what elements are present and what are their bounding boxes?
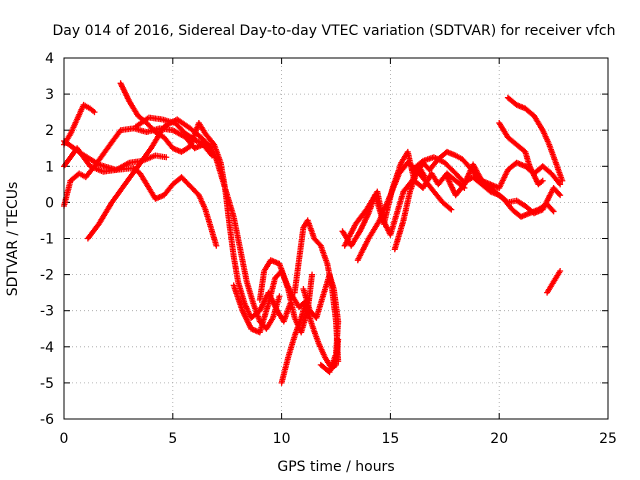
x-tick-labels: 0 5 10 15 20 25 — [60, 431, 617, 447]
plus-markers — [504, 94, 566, 184]
x-tick-label: 20 — [490, 431, 508, 447]
plot-frame — [63, 57, 609, 420]
x-tick-label: 25 — [599, 431, 617, 447]
y-tick-label: 4 — [45, 51, 54, 67]
data-series — [61, 80, 566, 386]
y-tick-labels: -6 -5 -4 -3 -2 -1 0 1 2 3 4 — [40, 51, 54, 428]
y-tick-label: -4 — [40, 340, 54, 356]
series-track-l — [300, 271, 342, 376]
y-tick-label: 3 — [45, 87, 54, 103]
plus-markers — [300, 271, 342, 376]
y-tick-label: 1 — [45, 159, 54, 175]
series-track-i — [256, 257, 311, 311]
plus-markers — [496, 120, 546, 188]
series-track-u — [544, 267, 564, 296]
series-track-g — [132, 114, 283, 332]
chart-title: Day 014 of 2016, Sidereal Day-to-day VTE… — [52, 23, 615, 39]
series-track-o — [354, 159, 455, 264]
x-tick-label: 0 — [60, 431, 69, 447]
plus-markers — [117, 80, 294, 325]
plus-markers — [256, 257, 311, 311]
series-track-s — [496, 120, 546, 188]
series-track-t — [504, 94, 566, 184]
y-tick-label: -5 — [40, 376, 54, 392]
y-tick-label: -3 — [40, 304, 54, 320]
y-tick-label: -1 — [40, 232, 54, 248]
y-tick-label: -6 — [40, 412, 54, 428]
plus-markers — [132, 114, 283, 332]
x-tick-label: 15 — [381, 431, 399, 447]
x-tick-label: 5 — [168, 431, 177, 447]
x-tick-label: 10 — [273, 431, 291, 447]
series-track-c — [61, 145, 170, 175]
plus-markers — [544, 267, 564, 296]
y-tick-label: -2 — [40, 268, 54, 284]
plus-markers — [61, 145, 170, 175]
series-track-f — [117, 80, 294, 325]
y-tick-label: 0 — [45, 195, 54, 211]
y-axis-label: SDTVAR / TECUs — [5, 182, 21, 297]
y-tick-label: 2 — [45, 123, 54, 139]
x-axis-label: GPS time / hours — [277, 459, 394, 475]
plus-markers — [354, 159, 455, 264]
